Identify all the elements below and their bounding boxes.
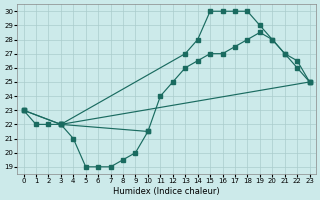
X-axis label: Humidex (Indice chaleur): Humidex (Indice chaleur) (113, 187, 220, 196)
